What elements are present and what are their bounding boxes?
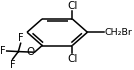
Text: Cl: Cl xyxy=(67,54,77,64)
Text: Cl: Cl xyxy=(67,1,77,11)
Text: F: F xyxy=(18,33,23,43)
Text: O: O xyxy=(26,47,35,57)
Text: F: F xyxy=(0,46,6,56)
Text: F: F xyxy=(10,60,15,70)
Text: CH₂Br: CH₂Br xyxy=(104,28,132,37)
